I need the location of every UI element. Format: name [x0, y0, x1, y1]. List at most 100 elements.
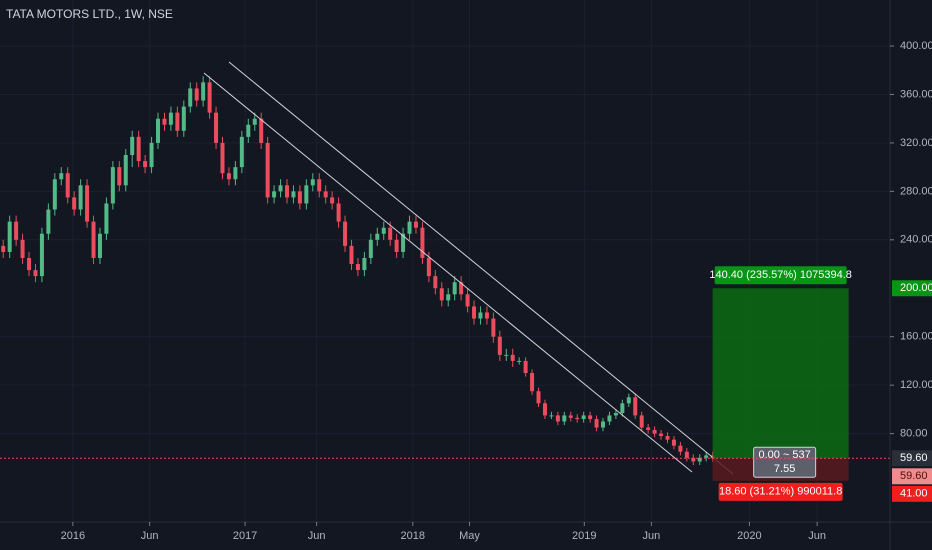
chart-title: TATA MOTORS LTD., 1W, NSE — [6, 7, 173, 21]
candle-body — [91, 221, 96, 258]
candle-body — [523, 360, 528, 374]
candle-body — [704, 455, 709, 458]
last-price-label-box — [892, 450, 932, 467]
candle-body — [575, 417, 580, 420]
candle-body — [123, 155, 128, 186]
candle-body — [46, 209, 51, 234]
candle-body — [381, 227, 386, 234]
candle-body — [149, 142, 154, 168]
candle-body — [394, 239, 399, 252]
grid — [0, 0, 890, 522]
y-tick-label: 80.00 — [900, 427, 928, 439]
candle-body — [220, 142, 225, 174]
candle-body — [259, 118, 264, 143]
candle-body — [72, 197, 77, 210]
candle-body — [304, 185, 309, 204]
candle-body — [620, 403, 625, 413]
trend-line — [203, 72, 693, 473]
candle-body — [568, 415, 573, 418]
candle-body — [284, 185, 289, 198]
target-price-label: 200.00 — [900, 282, 932, 294]
target-text: 140.40 (235.57%) 1075394.8 — [709, 269, 852, 281]
candle-body — [27, 257, 32, 271]
candle-body — [278, 185, 283, 192]
candle-body — [697, 457, 702, 462]
last-price-label: 59.60 — [900, 452, 928, 464]
candle-body — [375, 233, 380, 240]
candle-body — [65, 173, 70, 198]
candle-body — [330, 197, 335, 204]
candle-body — [181, 106, 186, 131]
candle-body — [401, 233, 406, 252]
candle-body — [684, 451, 689, 458]
candle-body — [1, 245, 6, 252]
candle-body — [33, 270, 38, 277]
candle-body — [52, 179, 57, 210]
candle-body — [420, 227, 425, 258]
candle-body — [504, 354, 509, 356]
candle-body — [355, 264, 360, 271]
candle-body — [175, 112, 180, 131]
candle-body — [7, 221, 12, 252]
x-tick-label: May — [459, 530, 480, 542]
candle-body — [388, 227, 393, 240]
candle-body — [362, 257, 367, 271]
center-box — [753, 446, 817, 478]
stop-price-label: 41.00 — [900, 488, 928, 500]
candle-body — [607, 415, 612, 422]
candle-body — [194, 88, 199, 101]
candle-body — [626, 397, 631, 404]
candle-body — [452, 282, 457, 295]
candle-body — [459, 282, 464, 295]
plot — [1, 76, 715, 466]
candle-body — [317, 179, 322, 192]
candle-body — [497, 336, 502, 355]
y-tick-label: 280.00 — [900, 185, 932, 197]
candle-body — [446, 294, 451, 301]
stop-text: 18.60 (31.21%) 990011.8 — [719, 486, 842, 498]
candle-body — [349, 245, 354, 265]
candle-body — [588, 415, 593, 420]
x-tick-label: Jun — [808, 530, 826, 542]
x-tick-label: Jun — [308, 530, 326, 542]
candle-body — [246, 124, 251, 137]
candle-body — [97, 233, 102, 258]
axes: 80.00 120.00 160.00 240.00 280.00 320.00 360.0… — [61, 40, 932, 542]
x-tick-label: 2016 — [61, 530, 85, 542]
stop-label-box — [718, 482, 843, 501]
candle-body — [323, 191, 328, 198]
overlay: 140.40 (235.57%) 1075394.8 18.60 (31.21%)… — [0, 266, 890, 501]
candle-body — [104, 203, 109, 234]
candle-body — [310, 179, 315, 186]
candle-body — [291, 191, 296, 198]
candle-body — [162, 118, 167, 125]
candle-body — [472, 306, 477, 319]
candle-body — [168, 112, 173, 125]
profit-zone — [712, 288, 849, 459]
candle-body — [14, 221, 19, 240]
candle-body — [665, 436, 670, 440]
candle-body — [562, 415, 567, 422]
candle-body — [136, 136, 141, 162]
candle-body — [368, 239, 373, 258]
y-tick-label: 120.00 — [900, 379, 932, 391]
candle-body — [201, 82, 206, 101]
y-tick-label: 400.00 — [900, 40, 932, 52]
candle-body — [613, 412, 618, 416]
center-text: 0.00 ~ 537 — [758, 449, 810, 461]
candle-body — [517, 360, 522, 362]
candle-body — [252, 118, 257, 125]
candle-body — [671, 439, 676, 446]
candle-body — [491, 318, 496, 337]
entry-price-label: 59.60 — [900, 470, 928, 482]
candle-body — [510, 354, 515, 361]
candle-body — [343, 221, 348, 246]
candle-body — [188, 88, 193, 107]
candle-body — [594, 419, 599, 428]
candle-body — [659, 433, 664, 437]
x-tick-label: 2017 — [233, 530, 257, 542]
candle-body — [110, 167, 115, 204]
x-tick-label: 2019 — [572, 530, 596, 542]
